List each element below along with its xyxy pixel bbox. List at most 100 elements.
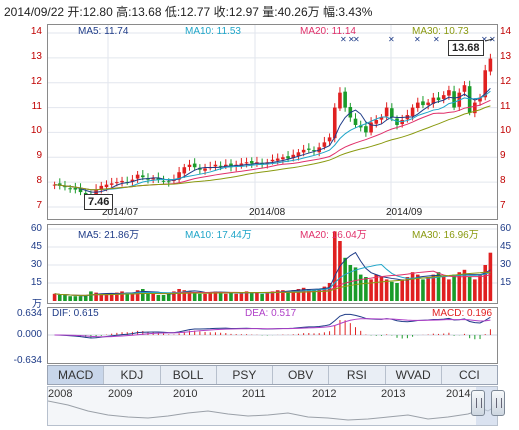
- tab-psy[interactable]: PSY: [217, 366, 273, 384]
- quote-close: 收:12.97: [213, 5, 259, 19]
- volume-ma10: MA10: 17.44万: [185, 230, 252, 241]
- event-marker: ✕: [388, 35, 395, 44]
- quote-change: 幅:3.43%: [323, 5, 373, 19]
- price-ma5: MA5: 11.74: [78, 26, 129, 37]
- volume-panel[interactable]: [47, 224, 498, 304]
- candle-body: [177, 172, 181, 180]
- volume-bar: [473, 279, 477, 301]
- tab-kdj[interactable]: KDJ: [104, 366, 161, 384]
- volume-bar: [120, 291, 124, 301]
- volume-bar: [286, 291, 290, 301]
- volume-bar: [364, 277, 368, 301]
- volume-ma-line: [54, 263, 491, 296]
- volume-bar: [203, 293, 207, 301]
- volume-y-tick-left: 60: [30, 223, 42, 234]
- candle-body: [135, 174, 140, 179]
- volume-bar: [115, 292, 119, 301]
- volume-bar: [125, 292, 130, 301]
- volume-ma30: MA30: 16.96万: [412, 230, 479, 241]
- price-y-tick-left: 12: [30, 75, 42, 87]
- volume-bar: [338, 241, 342, 301]
- volume-bar: [57, 295, 62, 301]
- candle-body: [182, 167, 187, 174]
- year-2014: 2014: [446, 388, 471, 400]
- volume-bar: [441, 277, 446, 301]
- tab-boll[interactable]: BOLL: [161, 366, 217, 384]
- volume-bar: [135, 290, 140, 301]
- tab-wvad[interactable]: WVAD: [386, 366, 442, 384]
- volume-y-tick-right: 45: [500, 241, 512, 252]
- event-marker: ✕: [433, 35, 440, 44]
- volume-bar: [312, 290, 316, 301]
- navigator-right-handle[interactable]: [491, 390, 505, 416]
- candle-body: [338, 92, 342, 109]
- volume-bar: [140, 289, 145, 301]
- volume-bar: [63, 295, 67, 301]
- volume-bar: [249, 292, 254, 301]
- price-y-tick-right: 14: [500, 26, 512, 37]
- volume-bar: [343, 257, 347, 301]
- candle-body: [57, 183, 62, 186]
- volume-y-tick-left: 15: [30, 277, 42, 288]
- price-y-tick-left: 7: [36, 200, 42, 211]
- volume-y-tick-left: 30: [30, 259, 42, 270]
- macd-panel[interactable]: [47, 307, 498, 364]
- candle-body: [161, 180, 166, 182]
- volume-bar: [229, 292, 233, 301]
- candle-body: [270, 159, 275, 162]
- candle-body: [151, 178, 155, 180]
- volume-bar: [52, 293, 57, 301]
- x-label-2014-08: 2014/08: [249, 207, 286, 218]
- volume-bar: [99, 293, 104, 301]
- price-y-tick-left: 13: [30, 50, 42, 62]
- candle-body: [327, 137, 332, 142]
- candle-body: [415, 102, 420, 109]
- candle-body: [384, 107, 389, 117]
- volume-bar: [270, 291, 275, 301]
- volume-bar: [426, 277, 430, 301]
- volume-bar: [478, 274, 482, 301]
- tab-obv[interactable]: OBV: [273, 366, 330, 384]
- volume-bar: [358, 274, 363, 301]
- time-range-navigator[interactable]: 2008 2009 2010 2011 2012 2013 2014: [47, 386, 498, 426]
- candle-body: [452, 91, 456, 108]
- candle-body: [462, 85, 467, 92]
- volume-bar: [187, 291, 192, 301]
- volume-bar: [488, 252, 493, 301]
- year-2011: 2011: [242, 388, 266, 400]
- volume-bar: [89, 291, 93, 301]
- price-y-tick-left: 9: [36, 150, 42, 162]
- volume-bar: [379, 277, 384, 301]
- candle-body: [431, 97, 436, 104]
- volume-bar: [166, 293, 171, 301]
- volume-bar: [390, 281, 394, 301]
- volume-bar: [457, 272, 462, 301]
- volume-bar: [94, 292, 98, 301]
- volume-bar: [260, 293, 264, 301]
- event-marker: ✕: [414, 35, 421, 44]
- low-price-callout: 7.46: [84, 194, 114, 210]
- candle-body: [447, 90, 451, 96]
- macd-y-bottom: -0.634: [13, 355, 42, 366]
- candle-body: [332, 107, 337, 139]
- candle-body: [441, 95, 446, 99]
- event-marker: ✕: [353, 35, 360, 44]
- tab-rsi[interactable]: RSI: [329, 366, 386, 384]
- candle-body: [473, 102, 477, 114]
- candle-body: [68, 188, 72, 190]
- x-label-2014-09: 2014/09: [386, 207, 423, 218]
- year-2012: 2012: [312, 388, 337, 400]
- tab-cci[interactable]: CCI: [459, 368, 480, 382]
- candle-body: [421, 101, 425, 106]
- volume-bar: [400, 279, 405, 301]
- volume-bar: [156, 295, 161, 301]
- price-panel[interactable]: ✕✕✕✕✕✕✕✕: [47, 24, 498, 220]
- volume-bar: [239, 292, 244, 301]
- candle-body: [358, 125, 363, 128]
- candle-body: [140, 175, 145, 178]
- year-2009: 2009: [108, 388, 133, 400]
- volume-ma20: MA20: 16.04万: [300, 230, 367, 241]
- tab-macd[interactable]: MACD: [48, 366, 105, 384]
- candle-body: [99, 185, 104, 190]
- navigator-left-handle[interactable]: [471, 390, 485, 416]
